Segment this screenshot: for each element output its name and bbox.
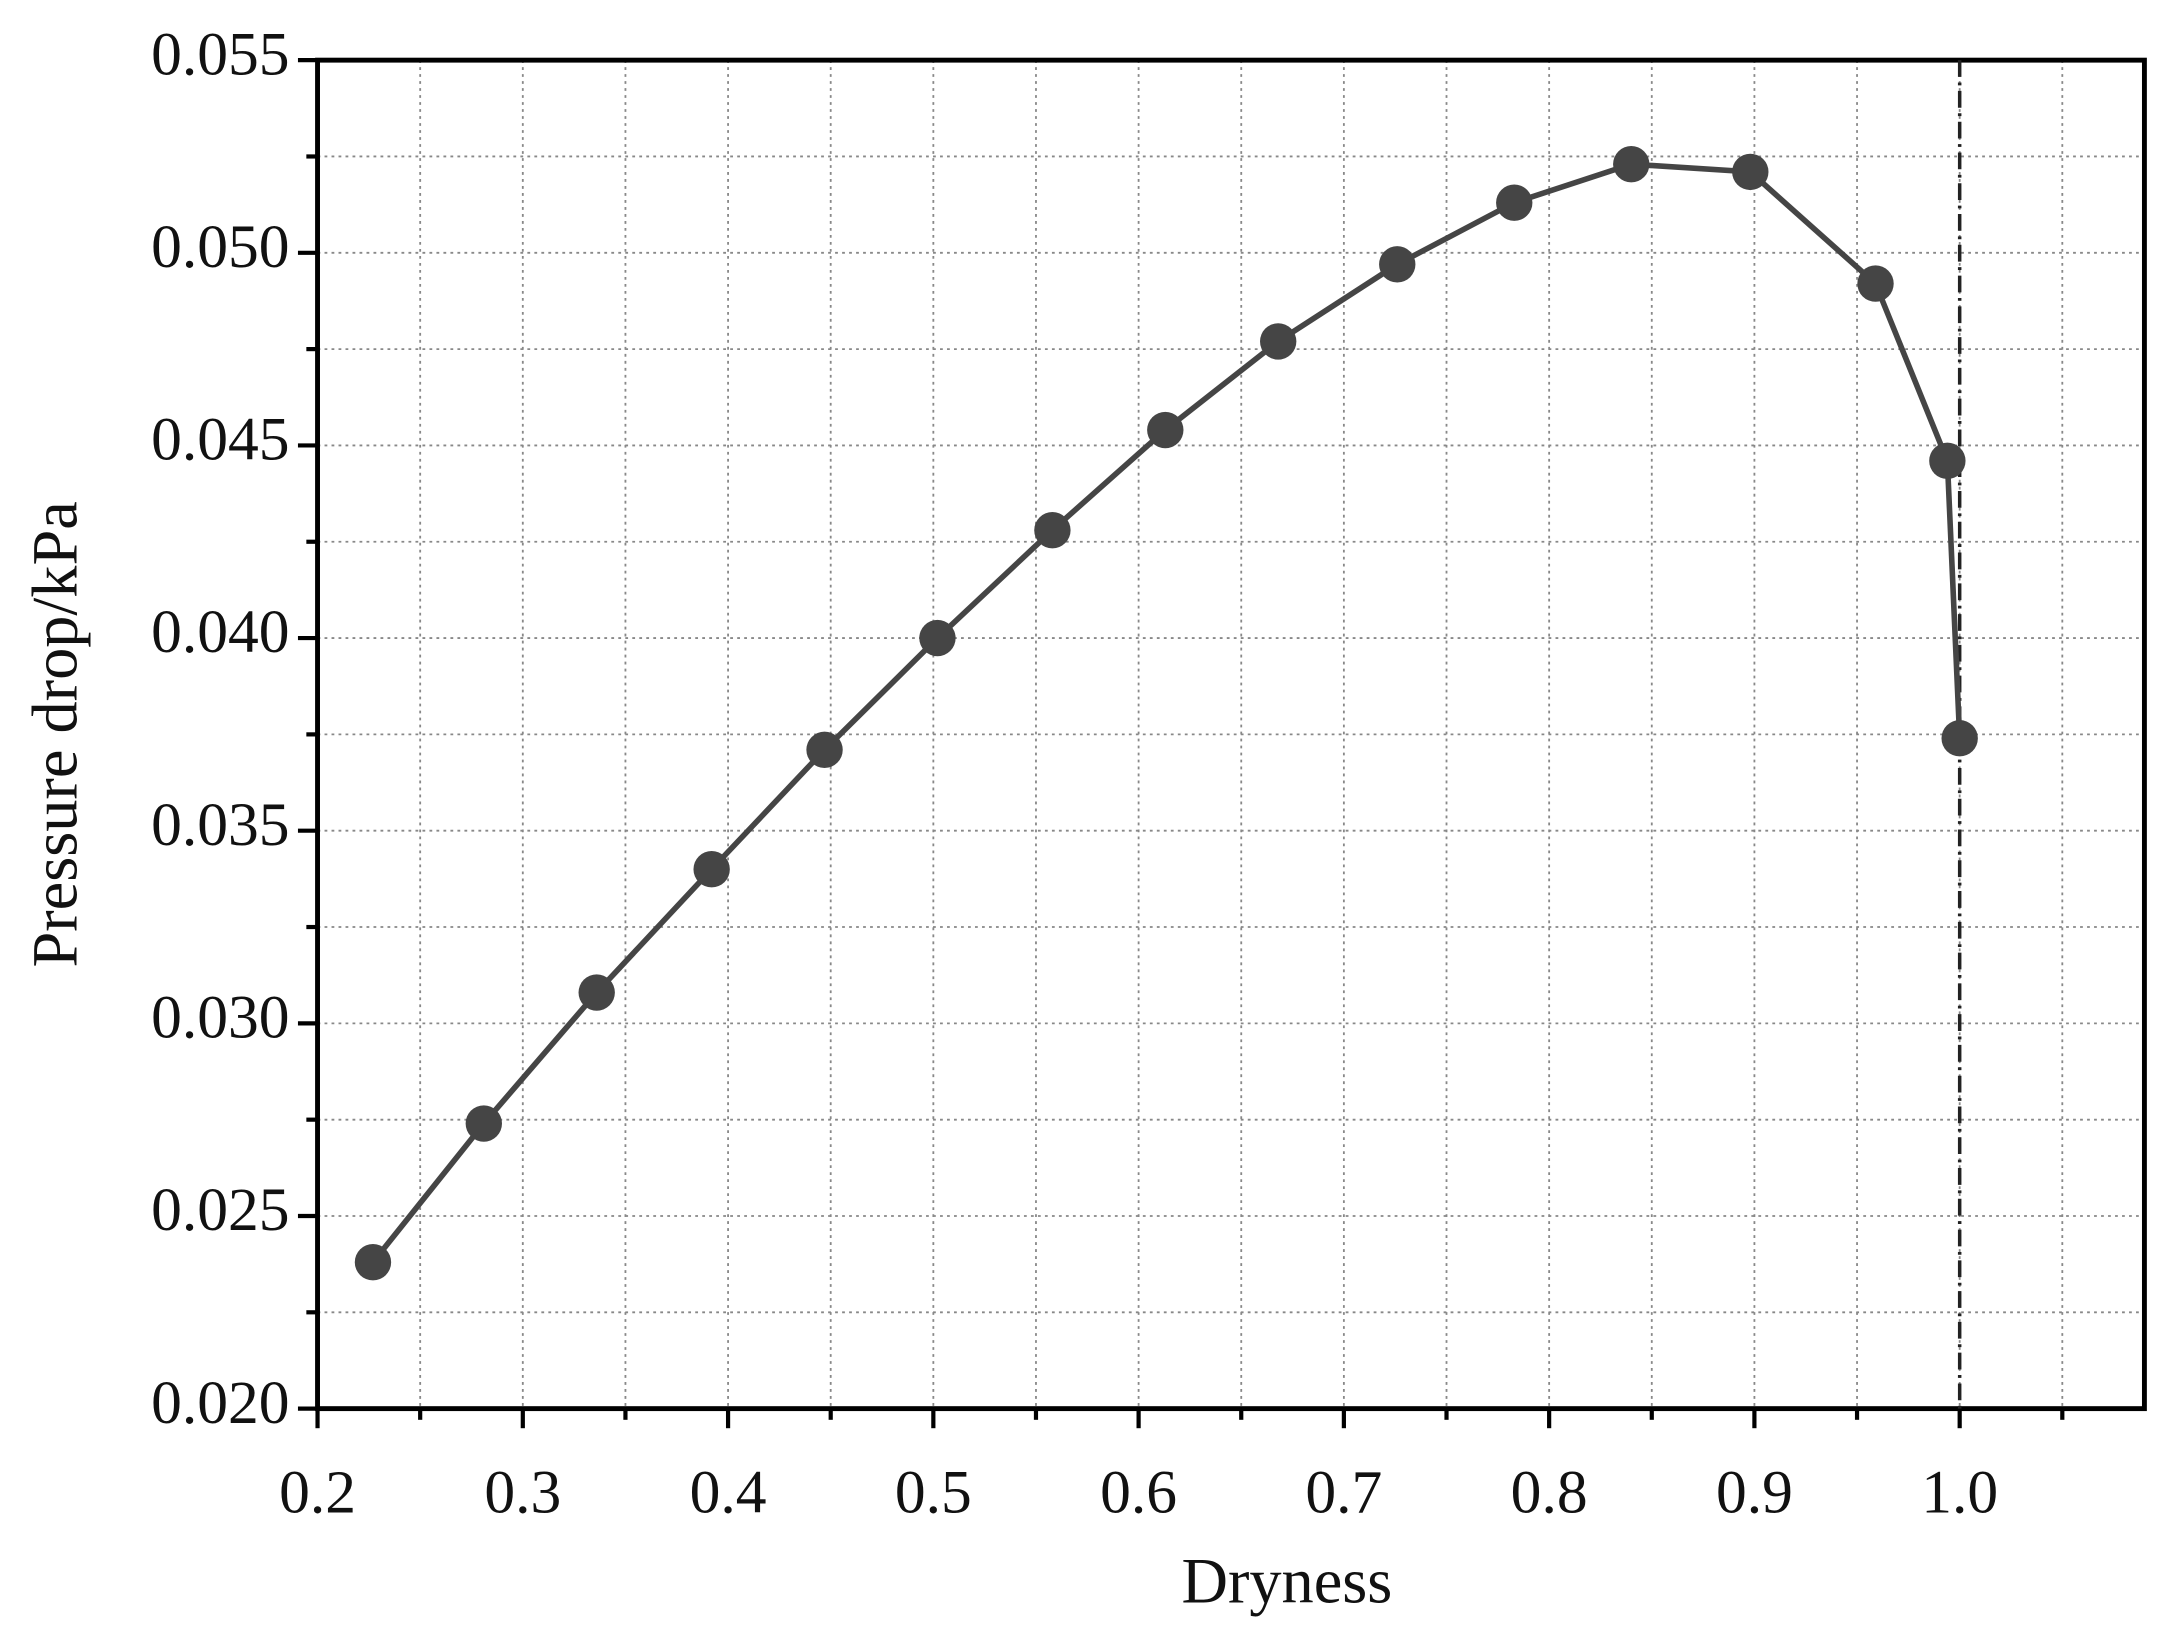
- y-tick-label: 0.035: [151, 791, 289, 859]
- x-tick-label: 0.8: [1511, 1458, 1588, 1526]
- data-point: [465, 1105, 502, 1142]
- data-point: [1857, 265, 1894, 302]
- data-point: [1260, 323, 1297, 360]
- data-point: [1613, 145, 1650, 183]
- y-tick-label: 0.045: [151, 406, 289, 474]
- data-point: [1929, 442, 1966, 480]
- x-tick-label: 0.3: [484, 1458, 561, 1526]
- y-axis-label: Pressure drop/kPa: [19, 501, 90, 967]
- y-tick-label: 0.020: [151, 1369, 289, 1437]
- data-point: [1147, 411, 1184, 449]
- data-point: [1496, 184, 1533, 221]
- y-tick-label: 0.040: [151, 598, 289, 666]
- y-tick-label: 0.050: [151, 213, 289, 281]
- data-point: [578, 974, 615, 1011]
- data-point: [806, 731, 843, 768]
- data-point: [1379, 246, 1416, 283]
- y-tick-label: 0.025: [151, 1176, 289, 1244]
- data-point: [1732, 153, 1769, 191]
- x-tick-label: 1.0: [1921, 1458, 1998, 1526]
- x-tick-label: 0.5: [895, 1458, 972, 1526]
- data-point: [919, 619, 956, 657]
- x-tick-label: 0.7: [1305, 1458, 1382, 1526]
- plot-frame: [315, 57, 2147, 1412]
- x-tick-label: 0.4: [690, 1458, 767, 1526]
- x-tick-label: 0.2: [279, 1458, 356, 1526]
- x-axis-label: Dryness: [1182, 1545, 1393, 1616]
- x-tick-label: 0.6: [1100, 1458, 1177, 1526]
- data-point: [354, 1244, 392, 1281]
- y-tick-label: 0.055: [151, 20, 289, 88]
- x-tick-label: 0.9: [1716, 1458, 1793, 1526]
- y-tick-label: 0.030: [151, 983, 289, 1051]
- data-point: [693, 851, 730, 888]
- series-line: [370, 161, 1963, 1264]
- data-point: [1034, 512, 1071, 549]
- data-point: [1941, 720, 1978, 757]
